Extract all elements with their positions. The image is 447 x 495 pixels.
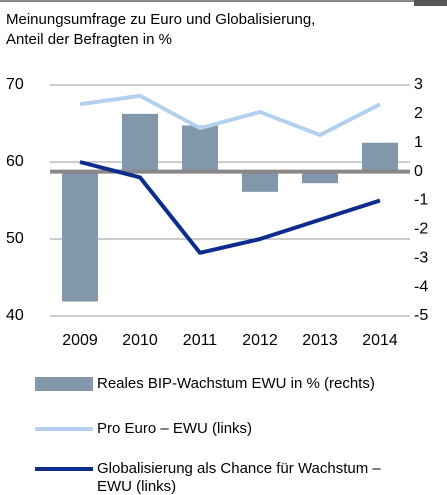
- bar: [182, 125, 218, 172]
- x-tick-label: 2009: [62, 332, 98, 349]
- legend-label: Globalisierung als Chance für Wachstum –…: [97, 460, 381, 495]
- x-tick-label: 2013: [302, 332, 338, 349]
- y2-tick-label: 2: [414, 105, 423, 122]
- legend-item: Globalisierung als Chance für Wachstum –…: [35, 460, 397, 495]
- x-tick-label: 2011: [183, 332, 218, 349]
- y2-tick-label: 1: [414, 134, 423, 151]
- chart-title: Meinungsumfrage zu Euro und Globalisieru…: [6, 10, 315, 50]
- y2-tick-label: -4: [414, 278, 428, 295]
- y-tick-label: 40: [6, 307, 24, 324]
- legend-swatch: [35, 377, 93, 391]
- line: [79, 160, 381, 255]
- y2-tick-label: -5: [414, 307, 428, 324]
- legend-label: Pro Euro – EWU (links): [97, 420, 253, 437]
- x-tick-label: 2014: [362, 332, 398, 349]
- x-tick-label: 2012: [242, 332, 278, 349]
- bar: [242, 171, 278, 192]
- y-tick-label: 50: [6, 230, 24, 247]
- subtitle-line: Anteil der Befragten in %: [6, 31, 172, 48]
- bar: [62, 171, 98, 302]
- legend-label: Reales BIP-Wachstum EWU in % (rechts): [97, 375, 375, 392]
- legend-swatch: [35, 467, 93, 471]
- y2-tick-label: -1: [414, 192, 428, 209]
- x-tick-label: 2010: [122, 332, 158, 349]
- y2-tick-label: 3: [414, 76, 423, 93]
- y-tick-label: 60: [6, 153, 24, 170]
- bar: [122, 113, 158, 172]
- top-tab: [414, 0, 447, 6]
- y-tick-label: 70: [6, 76, 24, 93]
- bar: [302, 171, 338, 184]
- legend-swatch: [35, 427, 93, 431]
- y2-tick-label: 0: [414, 163, 423, 180]
- line: [79, 93, 381, 138]
- title-line: Meinungsumfrage zu Euro und Globalisieru…: [6, 11, 316, 28]
- y2-tick-label: -3: [414, 249, 428, 266]
- bar: [362, 142, 398, 172]
- y2-tick-label: -2: [414, 221, 428, 238]
- legend-item: Reales BIP-Wachstum EWU in % (rechts): [35, 375, 397, 393]
- legend-item: Pro Euro – EWU (links): [35, 420, 397, 438]
